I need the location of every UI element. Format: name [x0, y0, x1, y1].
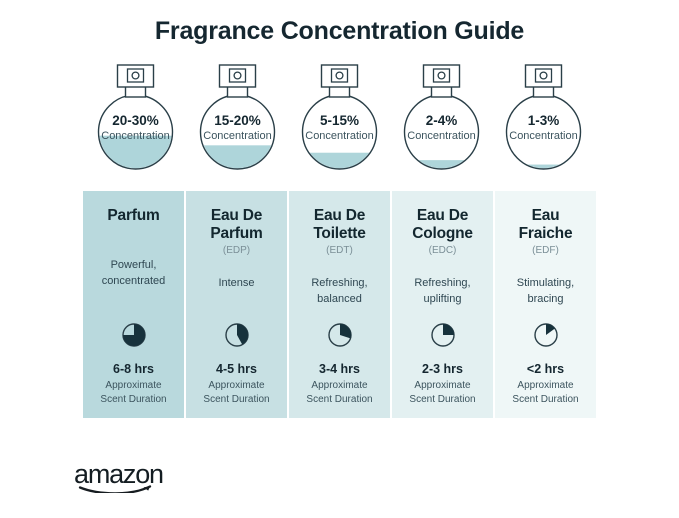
fragrance-abbreviation: (EDT) [326, 244, 353, 256]
bottle-icon [505, 64, 582, 170]
bottle-3: 5-15% Concentration [289, 59, 390, 184]
bottle-icon [301, 64, 378, 170]
duration-caption: Approximate Scent Duration [100, 380, 167, 405]
clock-icon [532, 321, 560, 354]
bottles-row: 20-30% Concentration 15-20% Concentration 5-… [0, 59, 679, 184]
fragrance-description: Stimulating, bracing [516, 276, 575, 305]
page-title: Fragrance Concentration Guide [154, 17, 525, 45]
bottle-icon [199, 64, 276, 170]
column-panel-3[interactable]: Eau De Toilette (EDT) Refreshing, balanced 3-… [289, 191, 390, 419]
fragrance-abbreviation: (EDC) [428, 244, 457, 256]
duration-caption: Approximate Scent Duration [512, 380, 579, 405]
bottle-4: 2-4% Concentration [391, 59, 492, 184]
bottle-1: 20-30% Concentration [85, 59, 186, 184]
bottle-icon [97, 64, 174, 170]
duration-value: 3-4 hrs [319, 362, 360, 377]
bottle-5: 1-3% Concentration [493, 59, 594, 184]
duration-caption: Approximate Scent Duration [203, 380, 270, 405]
fragrance-description: Intense [218, 276, 255, 289]
fragrance-name: Eau De Parfum [210, 207, 263, 242]
clock-icon [429, 321, 457, 354]
column-panel-2[interactable]: Eau De Parfum (EDP) Intense 4-5 hrs Approxima… [186, 191, 287, 419]
duration-value: 2-3 hrs [422, 362, 463, 377]
fragrance-name: Eau De Toilette [313, 207, 366, 242]
bottle-icon [403, 64, 480, 170]
duration-value: 4-5 hrs [216, 362, 257, 377]
fragrance-abbreviation: (EDP) [222, 244, 251, 256]
svg-text:amazon: amazon [74, 461, 163, 489]
duration-caption: Approximate Scent Duration [409, 380, 476, 405]
clock-icon [326, 321, 354, 354]
clock-icon [223, 321, 251, 354]
duration-caption: Approximate Scent Duration [306, 380, 373, 405]
fragrance-description: Refreshing, balanced [311, 276, 368, 305]
column-panel-4[interactable]: Eau De Cologne (EDC) Refreshing, uplifting 2-… [392, 191, 493, 419]
fragrance-abbreviation: (EDF) [532, 244, 559, 256]
fragrance-description: Refreshing, uplifting [414, 276, 471, 305]
fragrance-description: Powerful, concentrated [101, 258, 166, 287]
duration-value: <2 hrs [526, 362, 565, 377]
column-panel-5[interactable]: Eau Fraiche (EDF) Stimulating, bracing <2 hrs… [495, 191, 596, 419]
fragrance-name: Eau De Cologne [412, 207, 473, 242]
duration-value: 6-8 hrs [113, 362, 154, 377]
column-panel-1[interactable]: Parfum Powerful, concentrated 6-8 hrs Approx… [83, 191, 184, 419]
columns-row: Parfum Powerful, concentrated 6-8 hrs Approx… [0, 191, 679, 419]
fragrance-name: Eau Fraiche [518, 207, 573, 242]
amazon-logo: amazon [74, 459, 166, 498]
clock-icon [120, 321, 148, 354]
fragrance-name: Parfum [107, 207, 160, 224]
bottle-2: 15-20% Concentration [187, 59, 288, 184]
